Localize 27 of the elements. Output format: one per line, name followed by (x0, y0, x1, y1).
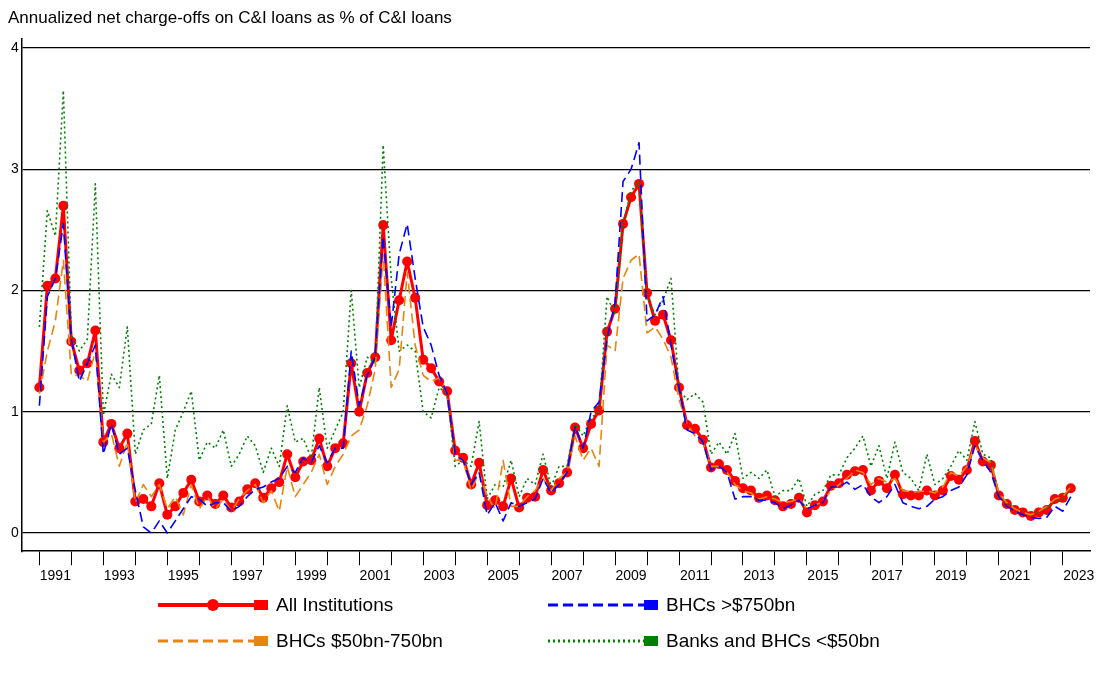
legend-label: BHCs >$750bn (666, 594, 796, 616)
x-tick-label: 2015 (807, 567, 839, 584)
x-tick-label: 1999 (295, 567, 328, 584)
x-tick-label: 2021 (999, 567, 1031, 584)
x-tick-label: 2007 (551, 567, 583, 584)
x-tick-label: 2011 (679, 567, 711, 584)
x-tick-label: 1997 (231, 567, 264, 584)
y-tick-label: 0 (10, 523, 19, 540)
legend-label: BHCs $50bn-750bn (276, 630, 443, 652)
legend-label: All Institutions (276, 594, 394, 616)
y-tick-label: 1 (10, 402, 19, 419)
x-tick-label: 2005 (487, 567, 519, 584)
legend-label: Banks and BHCs <$50bn (666, 630, 880, 652)
x-tick-label: 2019 (935, 567, 967, 584)
x-tick-label: 1991 (39, 567, 72, 584)
x-tick-label: 2013 (743, 567, 775, 584)
x-tick-label: 2017 (871, 567, 903, 584)
x-tick-label: 1993 (103, 567, 136, 584)
x-tick-label: 2009 (615, 567, 647, 584)
y-tick-label: 3 (10, 160, 19, 177)
x-tick-label: 2023 (1063, 567, 1095, 584)
chart-title: Annualized net charge-offs on C&I loans as % of C&I loans (8, 7, 452, 27)
x-tick-label: 2001 (359, 567, 391, 584)
y-tick-label: 2 (10, 281, 19, 298)
y-tick-label: 4 (10, 38, 19, 55)
x-tick-label: 2003 (423, 567, 455, 584)
x-tick-label: 1995 (167, 567, 200, 584)
